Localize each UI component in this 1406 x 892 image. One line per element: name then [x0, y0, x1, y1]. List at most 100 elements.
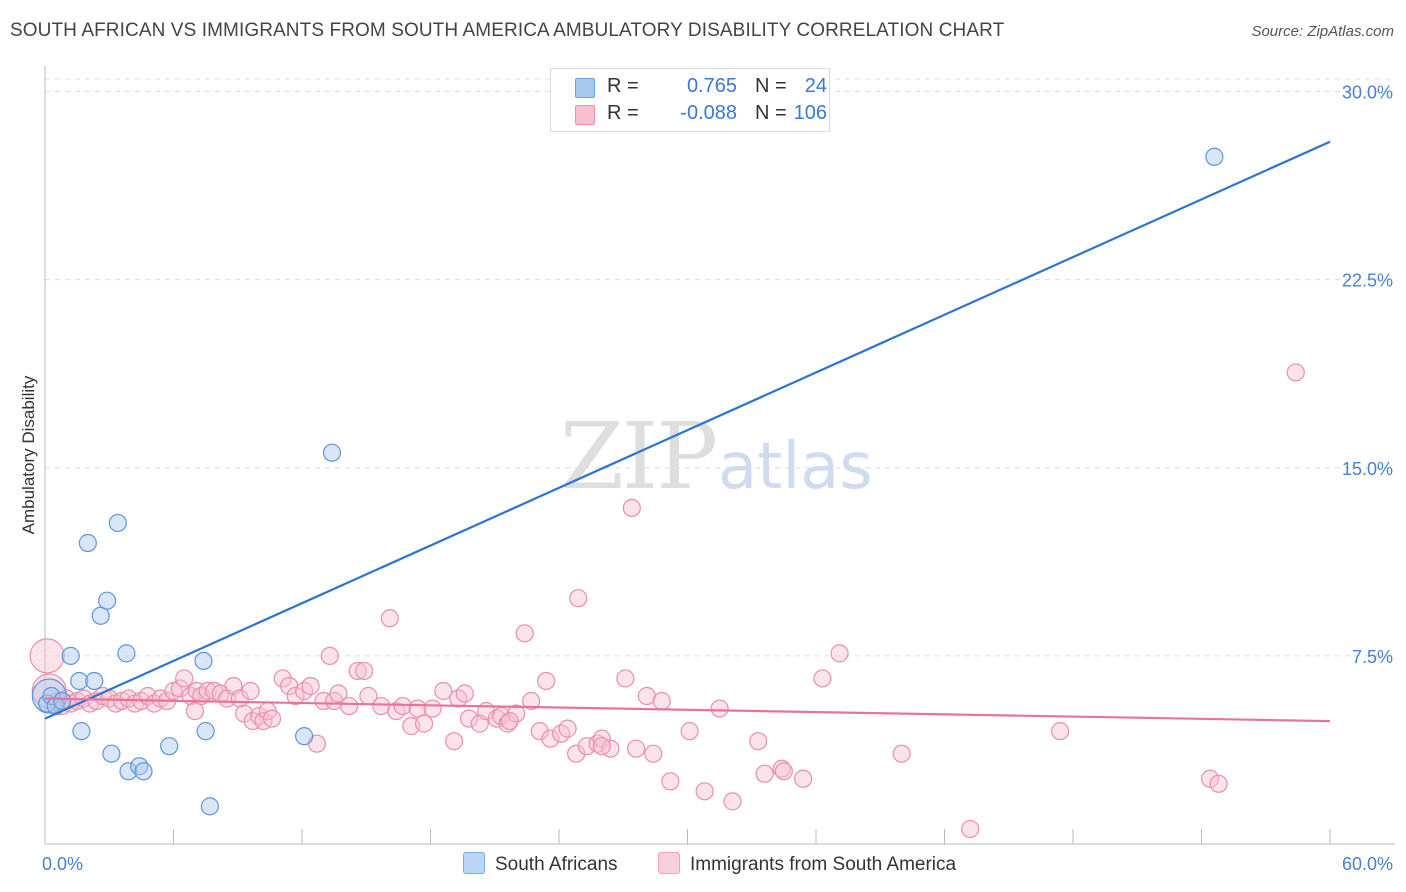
- immigrant-point: [644, 744, 663, 763]
- immigrant-point: [515, 624, 534, 643]
- legend-swatch-blue: [463, 852, 485, 874]
- immigrant-point: [1200, 769, 1220, 788]
- south-african-point: [160, 737, 179, 756]
- source-label: Source: ZipAtlas.com: [1251, 23, 1394, 40]
- immigrant-point: [592, 737, 611, 756]
- immigrant-point: [507, 704, 526, 723]
- x-tick-label: 60.0%: [1342, 854, 1393, 874]
- series-legend-label: South Africans: [495, 854, 618, 875]
- immigrant-point: [961, 819, 980, 839]
- immigrant-point: [892, 744, 911, 763]
- immigrant-point: [414, 714, 434, 733]
- immigrant-point: [185, 701, 205, 721]
- immigrants-trend-line: [44, 697, 1331, 723]
- immigrant-point: [558, 719, 577, 738]
- immigrant-point: [348, 661, 367, 681]
- immigrant-point: [286, 686, 305, 706]
- immigrant-point: [444, 732, 464, 751]
- immigrant-point: [577, 737, 596, 756]
- south-african-point: [134, 762, 153, 781]
- immigrant-point: [455, 684, 474, 703]
- immigrant-point: [567, 744, 586, 763]
- immigrant-point: [500, 711, 519, 731]
- immigrant-point: [626, 739, 646, 758]
- y-tick-label: 7.5%: [1352, 647, 1393, 667]
- south-african-point: [91, 606, 110, 625]
- immigrant-point: [1051, 722, 1070, 741]
- immigrant-point: [423, 699, 442, 718]
- south-african-point: [117, 644, 136, 663]
- immigrant-point: [794, 769, 813, 788]
- immigrant-point: [314, 691, 333, 711]
- south-africans-trend-line: [44, 140, 1331, 720]
- south-african-point: [295, 727, 314, 746]
- immigrant-point: [774, 762, 793, 781]
- immigrant-point: [380, 609, 399, 628]
- immigrant-point: [241, 681, 260, 701]
- legend-swatch-blue: [575, 78, 595, 98]
- watermark: ZIP atlas: [560, 403, 873, 510]
- immigrant-point: [661, 772, 680, 791]
- immigrant-point: [459, 709, 479, 728]
- immigrant-point: [616, 669, 635, 688]
- immigrant-point: [695, 782, 714, 801]
- legend-r-value: -0.088: [680, 102, 737, 124]
- legend-n-label: N =: [755, 75, 787, 97]
- legend-swatch-pink: [658, 852, 680, 874]
- south-african-point: [85, 671, 104, 691]
- south-african-point: [102, 744, 121, 763]
- immigrant-point: [522, 691, 541, 711]
- immigrant-point: [262, 709, 282, 728]
- series-legend-label: Immigrants from South America: [690, 854, 957, 875]
- south-african-point: [196, 722, 215, 741]
- immigrant-point: [1209, 774, 1228, 793]
- immigrant-point: [530, 722, 549, 741]
- immigrant-point: [749, 732, 768, 751]
- immigrant-point: [755, 764, 774, 783]
- immigrant-point: [340, 696, 359, 716]
- immigrant-point: [393, 696, 412, 716]
- immigrant-point: [622, 498, 641, 518]
- south-african-point: [194, 651, 213, 671]
- immigrant-point: [301, 676, 320, 696]
- chart-title: SOUTH AFRICAN VS IMMIGRANTS FROM SOUTH A…: [10, 20, 1005, 41]
- south-african-point: [108, 513, 127, 533]
- south-african-point: [78, 533, 97, 553]
- legend-swatch-pink: [575, 105, 595, 125]
- south-african-point: [98, 591, 117, 610]
- immigrant-point: [29, 638, 65, 674]
- immigrant-point: [320, 646, 339, 665]
- south-african-point: [61, 646, 80, 665]
- south-african-point: [31, 678, 67, 714]
- immigrant-point: [680, 722, 699, 741]
- immigrant-point: [569, 589, 588, 608]
- immigrant-point: [652, 691, 671, 711]
- south-african-point: [53, 691, 72, 711]
- south-african-point: [42, 686, 61, 706]
- south-african-point: [70, 671, 89, 691]
- y-tick-label: 22.5%: [1342, 271, 1393, 291]
- immigrant-point: [541, 729, 560, 748]
- immigrant-point: [772, 759, 791, 778]
- immigrant-point: [830, 644, 849, 663]
- immigrant-point: [175, 669, 194, 688]
- legend-n-value: 24: [804, 75, 827, 97]
- x-tick-label: 0.0%: [42, 854, 83, 874]
- south-african-point: [200, 797, 220, 816]
- immigrant-point: [434, 681, 453, 701]
- y-tick-label: 30.0%: [1342, 83, 1393, 103]
- watermark-atlas: atlas: [718, 430, 873, 504]
- legend-r-label: R =: [607, 75, 639, 97]
- series-legend-immigrants[interactable]: Immigrants from South America: [658, 852, 956, 877]
- series-legend-south-africans[interactable]: South Africans: [463, 852, 618, 877]
- legend-n-value: 106: [793, 102, 827, 124]
- watermark-zip: ZIP: [560, 403, 716, 510]
- immigrant-point: [355, 661, 374, 681]
- immigrant-point: [273, 669, 292, 688]
- immigrant-point: [1286, 363, 1305, 382]
- immigrant-point: [537, 671, 556, 691]
- y-tick-label: 15.0%: [1342, 459, 1393, 479]
- immigrant-point: [723, 792, 742, 811]
- south-african-point: [72, 722, 91, 741]
